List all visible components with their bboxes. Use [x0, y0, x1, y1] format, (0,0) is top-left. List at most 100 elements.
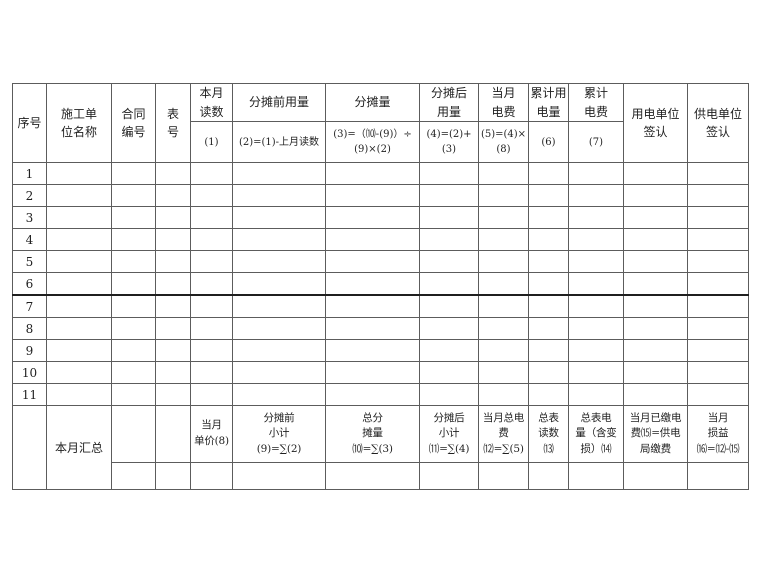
summary-cell-unit-price: 当月 单价(8)	[190, 405, 233, 464]
empty-data-cell-meter-no	[155, 162, 191, 186]
row-serial-cell: 9	[12, 339, 47, 363]
data-rows-body: 1 2 3 4 5 6 7 8 9 10 11	[12, 162, 749, 407]
empty-data-cell-meter-no	[155, 206, 191, 230]
summary-body: 本月汇总 当月 单价(8) 分摊前 小计 (9)=∑(2) 总分 摊量 ⑽=∑(…	[12, 405, 749, 491]
row-serial-cell: 7	[12, 294, 47, 319]
table-row-3: 3	[12, 206, 749, 230]
row-serial-cell: 5	[12, 250, 47, 274]
row-serial-cell: 2	[12, 184, 47, 208]
empty-data-cell-contract-no	[111, 228, 156, 252]
empty-data-cell-contract-no	[111, 272, 156, 297]
summary-cell-master-reading: 总表 读数 ⒀	[528, 405, 569, 464]
empty-data-cell-cumulative-fee	[568, 383, 624, 407]
summary-empty-row	[13, 462, 749, 491]
summary-serial-cell	[12, 405, 47, 491]
empty-data-cell-supply-unit-sign	[687, 250, 749, 274]
summary-empty-cell-contract-no	[111, 462, 156, 491]
empty-data-cell-pre-allocation-usage	[232, 317, 326, 341]
empty-data-cell-allocation-amount	[325, 206, 420, 230]
empty-data-cell-month-fee	[478, 339, 529, 363]
empty-data-cell-unit-name	[46, 294, 112, 319]
empty-data-cell-pre-allocation-usage	[232, 272, 326, 297]
summary-cell-contract-no	[111, 405, 156, 464]
formula-pre-allocation-usage: (2)=(1)-上月读数	[232, 121, 326, 164]
empty-data-cell-month-fee	[478, 250, 529, 274]
empty-data-cell-meter-no	[155, 317, 191, 341]
row-serial-cell: 11	[12, 383, 47, 407]
empty-data-cell-allocation-amount	[325, 162, 420, 186]
empty-data-cell-current-reading	[190, 294, 233, 319]
empty-data-cell-pre-allocation-usage	[232, 184, 326, 208]
col-header-unit-name: 施工单 位名称	[46, 82, 112, 164]
empty-data-cell-post-allocation-usage	[419, 294, 479, 319]
empty-data-cell-supply-unit-sign	[687, 206, 749, 230]
empty-data-cell-allocation-amount	[325, 228, 420, 252]
empty-data-cell-contract-no	[111, 184, 156, 208]
formula-post-allocation-usage: (4)=(2)+(3)	[419, 121, 479, 164]
summary-title-cell: 本月汇总	[46, 405, 112, 491]
empty-data-cell-cumulative-usage	[528, 162, 569, 186]
empty-data-cell-cumulative-usage	[528, 317, 569, 341]
summary-empty-cell-post-subtotal	[419, 462, 479, 491]
empty-data-cell-cumulative-fee	[568, 294, 624, 319]
empty-data-cell-current-reading	[190, 184, 233, 208]
empty-data-cell-user-unit-sign	[623, 272, 688, 297]
empty-data-cell-unit-name	[46, 184, 112, 208]
electricity-allocation-form-table: 序号 施工单 位名称 合同 编号 表 号 本月 读数 分摊前用量 分摊量 分摊后…	[12, 82, 749, 491]
empty-data-cell-post-allocation-usage	[419, 339, 479, 363]
empty-data-cell-month-fee	[478, 228, 529, 252]
col-header-current-reading: 本月 读数	[190, 82, 233, 123]
empty-data-cell-allocation-amount	[325, 361, 420, 385]
summary-empty-cell-profit-loss	[687, 462, 749, 491]
empty-data-cell-unit-name	[46, 339, 112, 363]
col-header-allocation-amount: 分摊量	[325, 82, 420, 123]
empty-data-cell-cumulative-fee	[568, 361, 624, 385]
empty-data-cell-meter-no	[155, 228, 191, 252]
summary-empty-cell-meter-no	[155, 462, 191, 491]
empty-data-cell-pre-allocation-usage	[232, 383, 326, 407]
empty-data-cell-meter-no	[155, 361, 191, 385]
empty-data-cell-current-reading	[190, 206, 233, 230]
col-header-pre-allocation-usage: 分摊前用量	[232, 82, 326, 123]
empty-data-cell-current-reading	[190, 361, 233, 385]
col-header-cumulative-fee: 累计 电费	[568, 82, 624, 123]
empty-data-cell-meter-no	[155, 383, 191, 407]
table-row-7: 7	[12, 294, 749, 319]
summary-cell-pre-subtotal: 分摊前 小计 (9)=∑(2)	[232, 405, 326, 464]
empty-data-cell-contract-no	[111, 162, 156, 186]
col-header-cumulative-usage: 累计用 电量	[528, 82, 569, 123]
col-header-meter-no: 表 号	[155, 82, 191, 164]
empty-data-cell-post-allocation-usage	[419, 184, 479, 208]
col-header-supply-unit-sign: 供电单位 签认	[687, 82, 749, 164]
table-row-9: 9	[12, 339, 749, 363]
row-serial-cell: 6	[12, 272, 47, 297]
empty-data-cell-contract-no	[111, 250, 156, 274]
row-serial-cell: 8	[12, 317, 47, 341]
table-row-8: 8	[12, 317, 749, 341]
summary-empty-cell-master-usage	[568, 462, 624, 491]
empty-data-cell-user-unit-sign	[623, 294, 688, 319]
empty-data-cell-unit-name	[46, 383, 112, 407]
empty-data-cell-cumulative-fee	[568, 206, 624, 230]
summary-empty-cell-paid-fee	[623, 462, 688, 491]
table-row-1: 1	[12, 162, 749, 186]
empty-data-cell-pre-allocation-usage	[232, 206, 326, 230]
empty-data-cell-meter-no	[155, 339, 191, 363]
empty-data-cell-cumulative-usage	[528, 250, 569, 274]
empty-data-cell-pre-allocation-usage	[232, 294, 326, 319]
summary-empty-cell-master-reading	[528, 462, 569, 491]
empty-data-cell-supply-unit-sign	[687, 317, 749, 341]
table-row-2: 2	[12, 184, 749, 208]
empty-data-cell-allocation-amount	[325, 294, 420, 319]
empty-data-cell-current-reading	[190, 250, 233, 274]
table-header: 序号 施工单 位名称 合同 编号 表 号 本月 读数 分摊前用量 分摊量 分摊后…	[12, 82, 749, 164]
table-row-10: 10	[12, 361, 749, 385]
empty-data-cell-allocation-amount	[325, 250, 420, 274]
empty-data-cell-user-unit-sign	[623, 361, 688, 385]
summary-cell-total-allocation: 总分 摊量 ⑽=∑(3)	[325, 405, 420, 464]
empty-data-cell-allocation-amount	[325, 272, 420, 297]
empty-data-cell-supply-unit-sign	[687, 339, 749, 363]
empty-data-cell-pre-allocation-usage	[232, 339, 326, 363]
empty-data-cell-post-allocation-usage	[419, 361, 479, 385]
empty-data-cell-month-fee	[478, 317, 529, 341]
